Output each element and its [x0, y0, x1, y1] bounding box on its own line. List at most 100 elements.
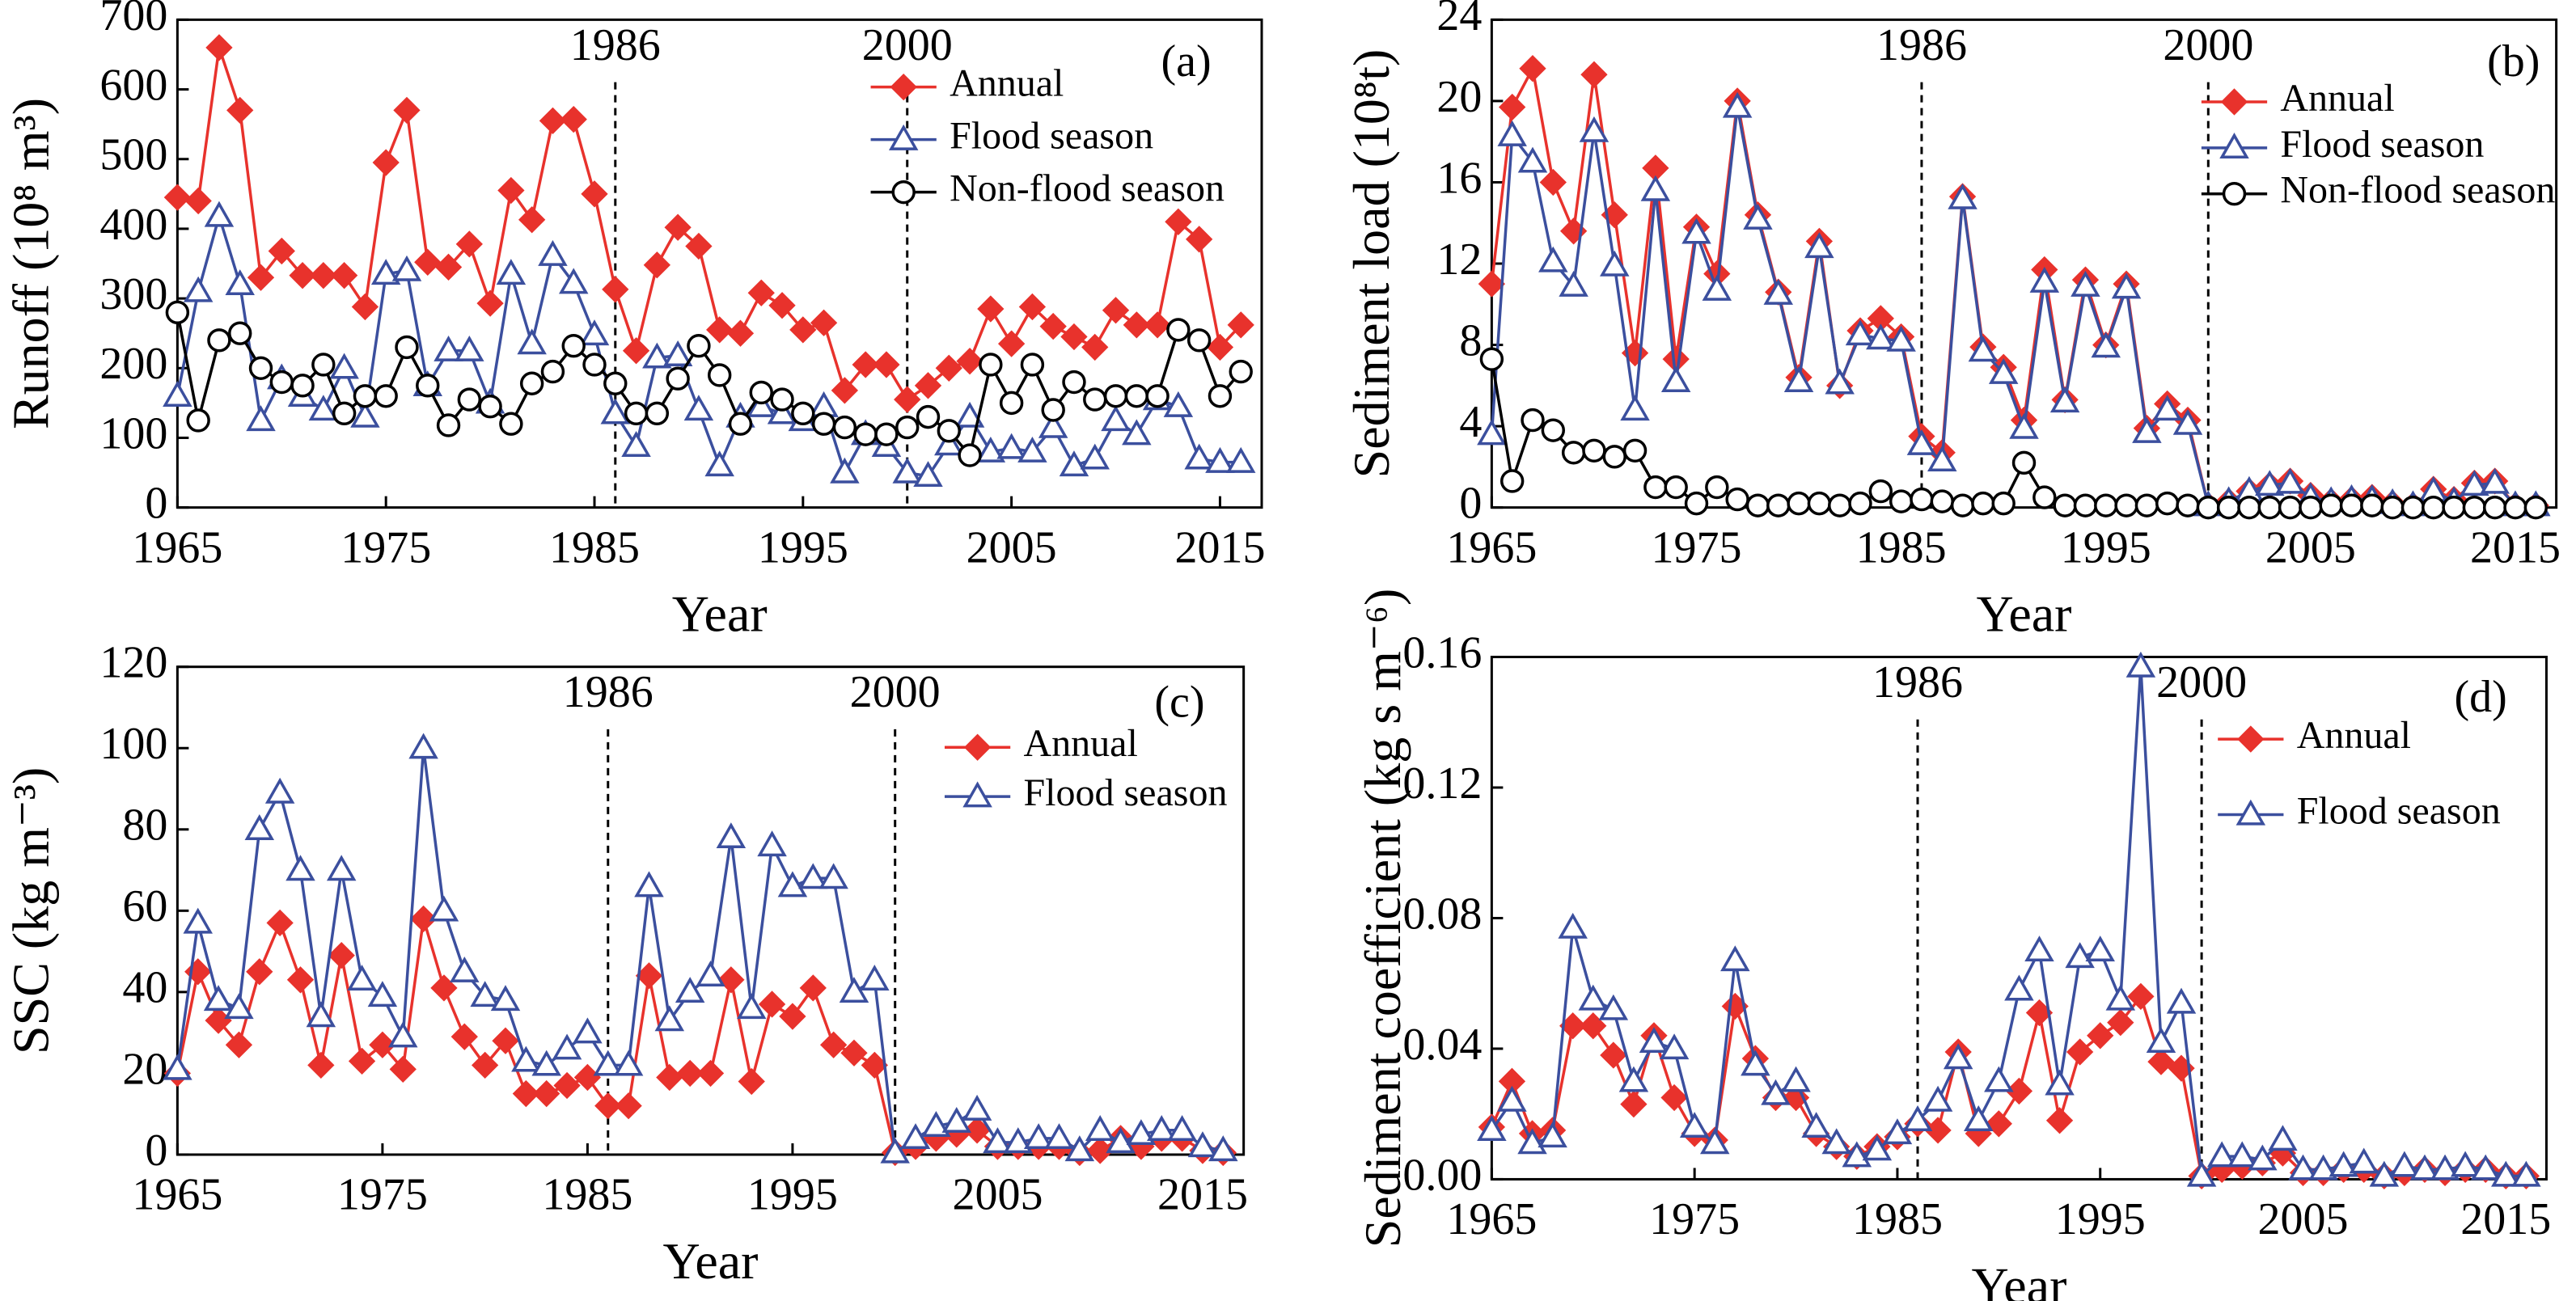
marker	[455, 335, 484, 361]
reference-label: 1986	[563, 667, 654, 717]
marker	[716, 822, 747, 849]
marker	[1699, 1128, 1730, 1155]
marker	[1745, 493, 1770, 517]
marker	[2360, 493, 2384, 517]
legend-label: Annual	[950, 62, 1064, 105]
marker	[2032, 485, 2057, 509]
marker	[2053, 493, 2077, 517]
marker	[1984, 1066, 2014, 1092]
marker	[622, 337, 650, 365]
marker	[634, 871, 664, 898]
marker	[434, 335, 463, 361]
marker	[1578, 984, 1609, 1011]
marker	[2442, 495, 2466, 520]
marker	[370, 259, 401, 285]
y-tick-label: 700	[99, 0, 167, 40]
marker	[624, 401, 649, 426]
marker	[1205, 446, 1235, 473]
marker	[1187, 1131, 1218, 1158]
y-axis-title: Sediment coefficient (kg s m⁻⁶)	[1354, 589, 1411, 1248]
marker	[307, 1051, 335, 1079]
marker	[248, 356, 273, 380]
marker	[1020, 353, 1045, 377]
marker	[789, 316, 817, 344]
marker	[351, 293, 379, 321]
marker	[369, 1031, 396, 1058]
marker	[225, 269, 255, 296]
marker	[2071, 270, 2100, 297]
marker	[1741, 1050, 1770, 1076]
marker	[1521, 408, 1545, 433]
marker	[613, 1050, 644, 1076]
marker	[163, 1054, 192, 1080]
marker	[387, 1021, 418, 1048]
marker	[2278, 495, 2303, 520]
marker	[1807, 491, 1832, 516]
marker	[1538, 1121, 1567, 1148]
marker	[645, 401, 670, 426]
x-tick-label: 1975	[1649, 1194, 1740, 1244]
marker	[895, 415, 920, 440]
marker	[573, 1017, 603, 1044]
marker	[1602, 445, 1626, 469]
marker	[2105, 984, 2136, 1011]
marker	[2127, 982, 2155, 1011]
marker	[1968, 336, 1999, 362]
marker	[1478, 270, 1506, 298]
y-tick-label: 100	[99, 408, 167, 458]
marker	[696, 961, 725, 986]
marker	[1038, 412, 1068, 438]
marker	[329, 353, 359, 379]
marker	[777, 871, 808, 898]
marker	[226, 96, 254, 125]
marker	[921, 1111, 951, 1137]
y-tick-label: 24	[1436, 0, 1482, 40]
reference-label: 1986	[1876, 20, 1967, 70]
marker	[1766, 493, 1791, 517]
legend-label: Flood season	[2297, 790, 2501, 833]
series-line	[176, 312, 1242, 458]
y-tick-label: 20	[1436, 72, 1482, 122]
marker	[1497, 120, 1527, 146]
marker	[758, 991, 786, 1018]
marker	[538, 239, 568, 266]
marker	[1103, 384, 1128, 408]
marker	[2339, 493, 2364, 517]
marker	[979, 353, 1003, 377]
legend-label: Annual	[2280, 77, 2394, 120]
marker	[552, 1033, 582, 1060]
marker	[1639, 1027, 1669, 1054]
marker	[436, 413, 461, 437]
series-line	[1490, 107, 2536, 508]
marker	[2005, 1077, 2033, 1105]
marker	[330, 262, 358, 289]
marker	[2369, 1160, 2400, 1187]
plot-frame	[176, 18, 1263, 509]
marker	[1866, 323, 1896, 350]
x-tick-label: 1975	[337, 1170, 428, 1220]
panel-label: (c)	[1154, 677, 1204, 727]
marker	[983, 1127, 1013, 1154]
marker	[225, 1031, 253, 1058]
marker	[717, 966, 745, 994]
marker	[1144, 311, 1171, 339]
marker	[1902, 1105, 1933, 1131]
marker	[497, 176, 525, 205]
reference-label: 2000	[2156, 657, 2247, 708]
marker	[1720, 945, 1750, 972]
marker	[2114, 493, 2138, 517]
marker	[2134, 493, 2159, 517]
marker	[1882, 1118, 1913, 1145]
marker	[1620, 395, 1650, 421]
marker	[830, 457, 860, 484]
marker	[1722, 91, 1753, 118]
marker	[1660, 1083, 1688, 1112]
marker	[683, 395, 714, 421]
marker	[531, 1050, 561, 1076]
legend-label: Flood season	[1023, 771, 1227, 814]
marker	[707, 363, 732, 387]
marker	[853, 422, 878, 446]
marker	[1083, 387, 1107, 412]
marker	[1538, 246, 1568, 272]
marker	[2462, 495, 2487, 520]
